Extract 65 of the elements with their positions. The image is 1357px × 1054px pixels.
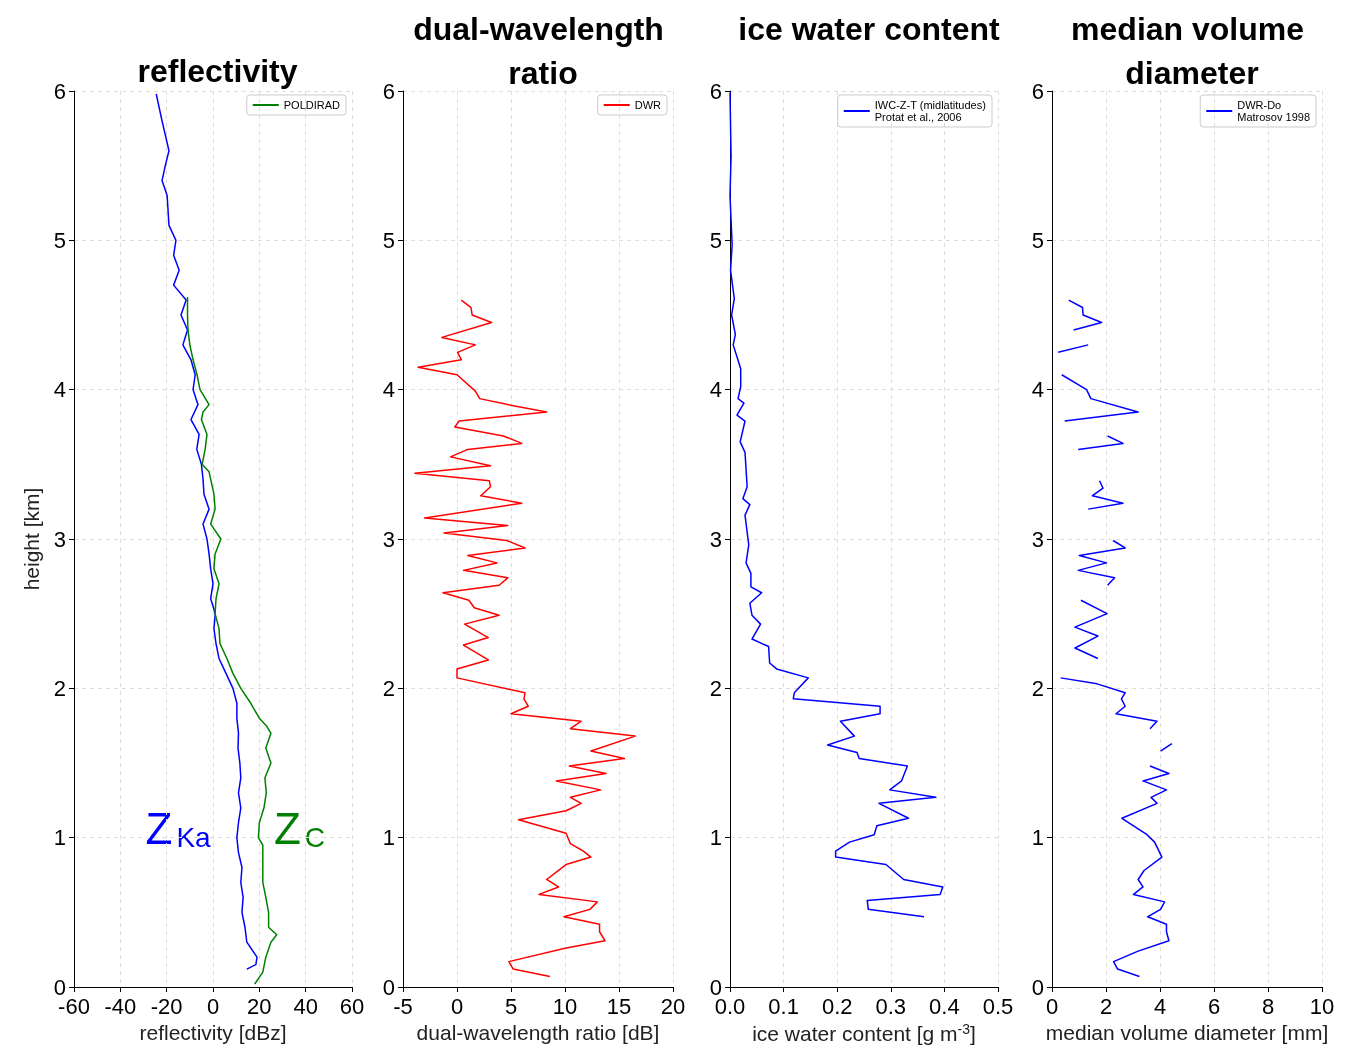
- y-tick-label: 2: [1031, 675, 1044, 701]
- x-tick-label: 6: [1207, 993, 1221, 1019]
- y-tick-label: 4: [1031, 377, 1044, 403]
- y-tick-label: 6: [382, 78, 395, 104]
- y-tick-label: 2: [53, 675, 66, 701]
- y-tick-label: 5: [709, 227, 722, 253]
- x-tick-label: 15: [606, 993, 632, 1019]
- x-tick-label: 2: [1099, 993, 1113, 1019]
- y-tick-label: 2: [382, 675, 395, 701]
- annotation: ZC: [273, 803, 325, 853]
- y-tick-label: 3: [382, 526, 395, 552]
- x-tick-label: 10: [552, 993, 578, 1019]
- y-tick-label: 3: [53, 526, 66, 552]
- y-tick-label: 5: [382, 227, 395, 253]
- legend-label: IWC-Z-T (midlatitudes) Protat et al., 2006: [874, 99, 986, 123]
- y-tick-label: 5: [53, 227, 66, 253]
- x-tick-label: 5: [504, 993, 518, 1019]
- y-tick-label: 1: [382, 825, 395, 851]
- y-tick-label: 4: [53, 377, 66, 403]
- x-tick-label: 20: [660, 993, 686, 1019]
- y-tick-label: 3: [709, 526, 722, 552]
- chart-title: median volume diameter: [1071, 11, 1313, 91]
- y-tick-label: 4: [709, 377, 722, 403]
- x-axis-title: reflectivity [dBz]: [139, 1020, 287, 1044]
- y-tick-label: 2: [709, 675, 722, 701]
- y-tick-label: 4: [382, 377, 395, 403]
- x-tick-label: 10: [1309, 993, 1335, 1019]
- x-tick-label: 0.5: [982, 993, 1014, 1019]
- x-tick-label: 0: [206, 993, 220, 1019]
- x-tick-label: 40: [293, 993, 318, 1019]
- x-tick-label: 20: [247, 993, 272, 1019]
- annotation: ZKa: [145, 803, 212, 853]
- line-series: [414, 299, 636, 978]
- legend-label: DWR: [634, 99, 662, 111]
- y-tick-label: 3: [1031, 526, 1044, 552]
- y-tick-label: 0: [382, 974, 395, 1000]
- y-tick-label: 1: [1031, 825, 1044, 851]
- y-tick-label: 0: [709, 974, 722, 1000]
- y-tick-label: 0: [1031, 974, 1044, 1000]
- x-tick-label: -20: [150, 993, 183, 1019]
- y-tick-label: 0: [53, 974, 66, 1000]
- y-tick-label: 6: [53, 78, 66, 104]
- legend-label: DWR-Do Matrosov 1998: [1237, 99, 1310, 123]
- y-tick-label: 1: [53, 825, 66, 851]
- x-tick-label: 0.4: [929, 993, 960, 1019]
- chart-title: dual-wavelength ratio: [413, 11, 673, 91]
- x-tick-label: -40: [104, 993, 137, 1019]
- x-axis-title: dual-wavelength ratio [dB]: [416, 1020, 660, 1044]
- legend-label: POLDIRAD: [283, 99, 341, 111]
- y-tick-label: 1: [709, 825, 722, 851]
- x-tick-label: 0.2: [821, 993, 853, 1019]
- x-tick-label: 4: [1153, 993, 1167, 1019]
- x-axis-title: median volume diameter [mm]: [1045, 1020, 1329, 1044]
- x-tick-label: 0: [450, 993, 464, 1019]
- x-tick-label: 0.1: [768, 993, 799, 1019]
- y-tick-label: 6: [709, 78, 722, 104]
- x-tick-label: 0.3: [875, 993, 907, 1019]
- y-axis-title: height [km]: [20, 487, 43, 591]
- chart-title: ice water content: [738, 11, 1001, 47]
- x-tick-label: 8: [1261, 993, 1275, 1019]
- x-tick-label: 60: [339, 993, 365, 1019]
- chart-title: reflectivity: [137, 53, 298, 89]
- x-tick-label: -5: [393, 993, 413, 1019]
- y-tick-label: 6: [1031, 78, 1044, 104]
- y-tick-label: 5: [1031, 227, 1044, 253]
